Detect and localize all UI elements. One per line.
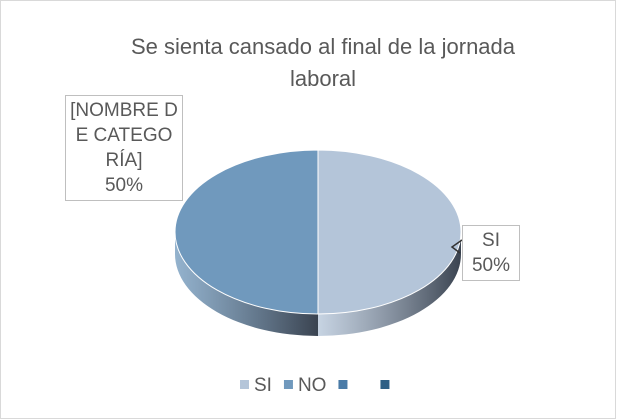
- data-label: SI 50%: [462, 225, 520, 281]
- chart-title: Se sienta cansado al final de la jornada…: [131, 34, 516, 91]
- leader: [450, 239, 463, 254]
- data-label-value: 50%: [471, 255, 511, 276]
- slice: [317, 149, 462, 315]
- slice-side: [175, 232, 318, 336]
- legend-marker: [283, 380, 293, 389]
- data-label-name: SI: [482, 230, 500, 251]
- legend-label: SI: [254, 375, 272, 396]
- data-label: [NOMBRE DE CATEGORÍA] 50%: [65, 95, 183, 201]
- legend-marker: [338, 380, 348, 389]
- slice: [174, 149, 319, 315]
- data-label-name: [NOMBRE DE CATEGORÍA]: [70, 100, 178, 171]
- legend-label: NO: [298, 375, 327, 396]
- legend-marker: [240, 380, 249, 389]
- data-label-value: 50%: [104, 175, 144, 196]
- slice-side: [318, 232, 461, 336]
- legend-marker: [380, 380, 390, 389]
